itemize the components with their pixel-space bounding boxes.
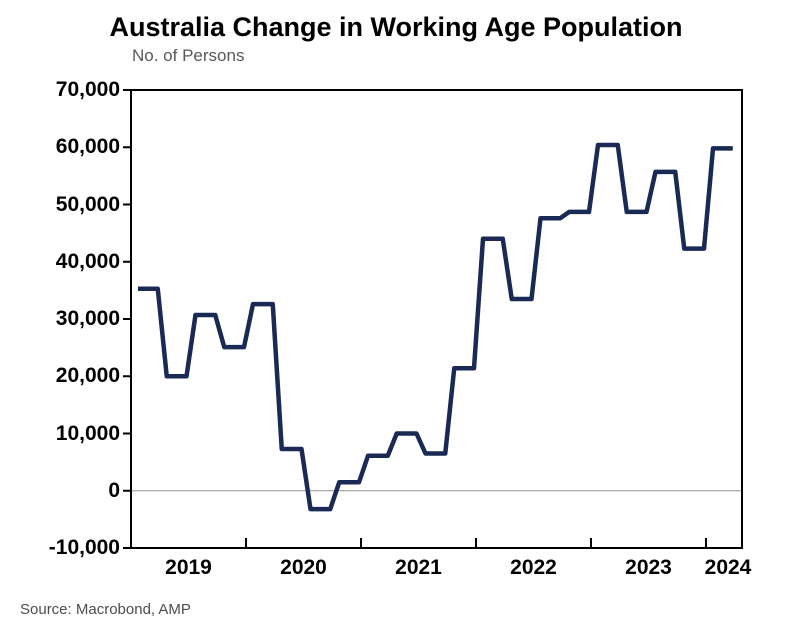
data-line — [138, 142, 733, 512]
y-axis-unit-label: No. of Persons — [132, 46, 245, 65]
chart-title: Australia Change in Working Age Populati… — [109, 12, 683, 42]
x-axis-tick-label: 2024 — [704, 556, 752, 579]
y-axis-tick-label: 60,000 — [55, 135, 120, 159]
y-axis-tick-label: 30,000 — [55, 307, 120, 330]
y-axis-tick-label: 10,000 — [55, 421, 120, 445]
source-note: Source: Macrobond, AMP — [20, 601, 191, 618]
x-axis-tick-label: 2022 — [510, 556, 557, 579]
y-axis-tick-label: -10,000 — [48, 536, 120, 559]
y-axis-tick-label: 70,000 — [55, 78, 120, 101]
x-axis-tick-label: 2021 — [395, 556, 442, 579]
plot-frame — [130, 89, 743, 549]
y-axis-tick-label: 0 — [108, 478, 120, 502]
y-axis-tick-label: 40,000 — [55, 249, 120, 273]
x-axis-tick-label: 2020 — [280, 556, 327, 579]
x-axis-tick-label: 2023 — [625, 556, 672, 579]
y-axis-tick-label: 20,000 — [55, 364, 120, 388]
x-axis-tick-label: 2019 — [165, 556, 212, 579]
y-axis-tick-label: 50,000 — [55, 192, 120, 216]
